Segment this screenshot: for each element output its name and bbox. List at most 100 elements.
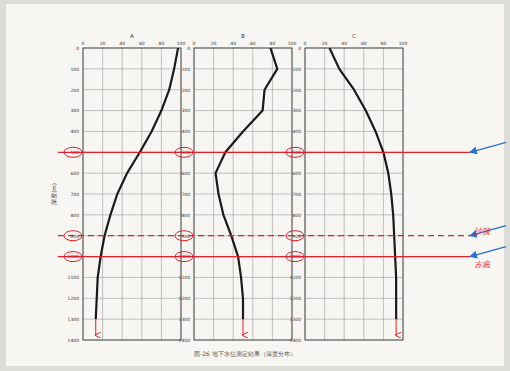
y-tick-label: 0 [187,46,190,51]
x-tick-label: 100 [177,41,186,46]
grid-line [83,110,181,111]
y-axis-label: 深度(m) [50,183,57,205]
marker-line [58,256,470,257]
y-tick-label: 800 [70,213,79,218]
x-tick-label: 0 [193,41,196,46]
y-tick-label: 100 [181,67,190,72]
marker-line [58,152,470,153]
y-tick-label: 800 [292,213,301,218]
plot-frame [83,48,181,340]
y-tick-label: 400 [70,129,79,134]
panel: 020406080100C010020030040050060070080090… [286,33,407,343]
y-tick-label: 0 [298,46,301,51]
blue-arrow [470,226,506,236]
annotations: 沙顶古底 [58,142,506,268]
y-tick-label: 1100 [68,275,80,280]
red-arrow [95,319,96,335]
y-tick-label: 400 [181,129,190,134]
y-tick-label: 700 [292,192,301,197]
x-tick-label: 60 [361,41,367,46]
y-tick-label: 600 [70,171,79,176]
y-tick-label: 100 [292,67,301,72]
grid-line [305,214,403,215]
y-tick-label: 1300 [290,317,302,322]
y-tick-label: 1400 [290,338,302,343]
y-tick-label: 1300 [179,317,191,322]
y-tick-label: 300 [292,108,301,113]
x-tick-label: 100 [399,41,408,46]
profile-line [216,48,278,319]
y-tick-label: 600 [181,171,190,176]
x-tick-label: 80 [159,41,165,46]
grid-line [305,319,403,320]
x-tick-label: 20 [100,41,106,46]
y-tick-label: 100 [70,67,79,72]
panel: 020406080100A010020030040050060070080090… [50,33,185,343]
y-tick-label: 1200 [68,296,80,301]
x-tick-label: 0 [82,41,85,46]
handwritten-label: 沙顶 [474,227,492,236]
grid-line [194,277,292,278]
grid-line [83,68,181,69]
handwritten-label: 古底 [474,260,492,269]
profile-line [330,48,397,319]
data-group [96,48,178,319]
y-tick-label: 1400 [179,338,191,343]
x-tick-label: 20 [322,41,328,46]
y-tick-label: 1200 [179,296,191,301]
grid-line [305,194,403,195]
x-tick-label: 40 [119,41,125,46]
x-tick-label: 60 [139,41,145,46]
grid-line [83,173,181,174]
y-tick-label: 400 [292,129,301,134]
blue-arrow [470,142,506,152]
grid-line [194,214,292,215]
data-group [330,48,397,319]
panel-title: B [241,33,245,39]
grid-line [305,277,403,278]
y-tick-label: 1400 [68,338,80,343]
plot-frame [305,48,403,340]
x-tick-label: 60 [250,41,256,46]
grid-line [194,194,292,195]
panel-title: C [352,33,356,39]
x-tick-label: 40 [341,41,347,46]
red-arrow [396,319,397,335]
y-tick-label: 200 [181,88,190,93]
grid-line [194,89,292,90]
x-tick-label: 100 [288,41,297,46]
y-tick-label: 0 [76,46,79,51]
data-group [216,48,278,319]
y-tick-label: 200 [292,88,301,93]
grid-line [305,131,403,132]
caption: 図-26 地下水位測定結果（深度分布） [194,350,296,358]
y-tick-label: 1100 [179,275,191,280]
x-tick-label: 80 [270,41,276,46]
profile-line [96,48,178,319]
grid-line [83,214,181,215]
y-tick-label: 1200 [290,296,302,301]
red-arrow [243,319,244,335]
x-tick-label: 20 [211,41,217,46]
x-tick-label: 80 [381,41,387,46]
panel-title: A [130,33,134,39]
grid-line [305,68,403,69]
grid-line [305,110,403,111]
y-tick-label: 700 [181,192,190,197]
y-tick-label: 800 [181,213,190,218]
grid-line [194,110,292,111]
y-tick-label: 300 [181,108,190,113]
blue-arrow [470,247,506,257]
y-tick-label: 600 [292,171,301,176]
y-tick-label: 1100 [290,275,302,280]
y-tick-label: 200 [70,88,79,93]
x-tick-label: 40 [230,41,236,46]
grid-line [83,89,181,90]
grid-line [83,194,181,195]
grid-line [305,298,403,299]
marker-line [58,235,470,236]
y-tick-label: 700 [70,192,79,197]
paper [6,4,504,366]
x-tick-label: 0 [304,41,307,46]
plot-frame [194,48,292,340]
